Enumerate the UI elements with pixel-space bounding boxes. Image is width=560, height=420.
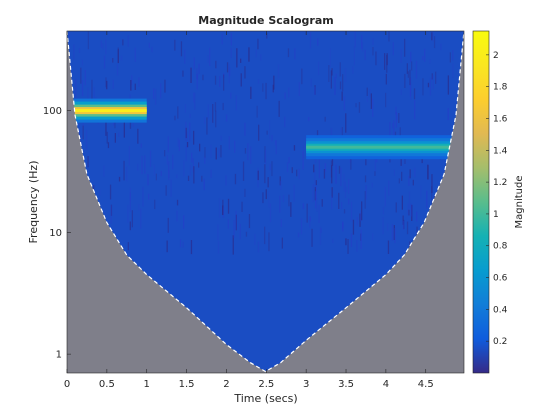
component-band-2 <box>306 135 464 160</box>
colorbar-tick-label: 1.4 <box>493 146 508 156</box>
y-axis-label: Frequency (Hz) <box>27 161 40 244</box>
colorbar-tick-label: 1 <box>493 210 499 220</box>
chart-title: Magnitude Scalogram <box>198 14 333 27</box>
y-axis: 1 10 100 <box>43 106 71 361</box>
x-axis-label: Time (secs) <box>233 392 297 405</box>
coi-shade <box>67 31 464 373</box>
x-tick-label: 3.5 <box>338 379 354 390</box>
coi-line <box>67 31 464 373</box>
y-tick-label: 100 <box>43 106 62 117</box>
colorbar-tick-label: 0.8 <box>493 242 508 252</box>
x-tick-label: 4.5 <box>418 379 434 390</box>
plot-border <box>66 30 465 374</box>
x-tick-label: 3 <box>303 379 309 390</box>
x-tick-label: 2.5 <box>258 379 274 390</box>
x-tick-label: 1 <box>144 379 150 390</box>
colorbar-tick-label: 0.6 <box>493 274 508 284</box>
colorbar-label: Magnitude <box>514 176 525 229</box>
colorbar-tick-label: 1.6 <box>493 114 508 124</box>
colorbar: 0.2 0.4 0.6 0.8 1 1.2 1.4 1.6 1.8 2 <box>472 30 508 374</box>
y-tick-label: 1 <box>56 350 62 361</box>
x-tick-label: 0.5 <box>99 379 115 390</box>
colorbar-tick-label: 2 <box>493 51 499 61</box>
x-tick-label: 0 <box>64 379 70 390</box>
colorbar-tick-label: 1.2 <box>493 178 507 188</box>
x-tick-label: 1.5 <box>179 379 195 390</box>
y-tick-label: 10 <box>49 228 62 239</box>
plot-area <box>66 30 465 374</box>
x-tick-label: 4 <box>383 379 389 390</box>
colorbar-gradient <box>472 30 490 374</box>
component-band-1 <box>67 98 147 123</box>
x-tick-label: 2 <box>223 379 229 390</box>
colorbar-tick-label: 0.2 <box>493 337 507 347</box>
colorbar-tick-label: 0.4 <box>493 305 508 315</box>
colorbar-tick-label: 1.8 <box>493 83 508 93</box>
x-axis: 0 0.5 1 1.5 2 2.5 3 3.5 4 4.5 <box>64 31 434 390</box>
